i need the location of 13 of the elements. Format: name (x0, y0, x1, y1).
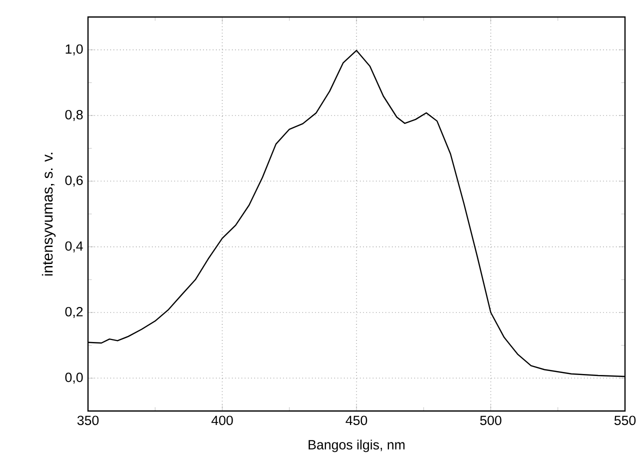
y-tick-label: 0,0 (65, 372, 83, 384)
y-tick-label: 0,4 (65, 241, 83, 252)
y-axis-title: intensyvumas, s. v. (42, 152, 56, 276)
y-tick-label: 0,6 (65, 176, 83, 187)
x-tick-label: 500 (480, 416, 502, 426)
y-tick-label: 0,8 (65, 110, 83, 122)
x-axis-title: Bangos ilgis, nm (308, 440, 405, 452)
x-tick-label: 450 (346, 416, 368, 426)
y-tick-label: 1,0 (66, 44, 83, 56)
x-tick-label: 550 (614, 416, 636, 426)
x-tick-label: 400 (211, 416, 233, 426)
x-tick-label: 350 (77, 416, 99, 426)
y-tick-label: 0,2 (65, 306, 83, 318)
